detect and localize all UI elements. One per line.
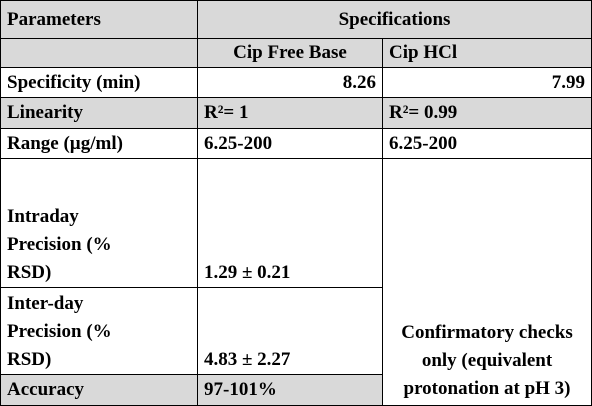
header-row: Parameters Specifications [0,0,592,39]
cell: 1.29 ± 0.21 [197,158,383,288]
cell: R²= 1 [197,97,383,129]
cell: Range (µg/ml) [0,128,198,159]
cell: 6.25-200 [197,128,383,159]
cell: 7.99 [381,67,592,98]
header-cell: Parameters [0,0,198,39]
cell: 6.25-200 [381,128,592,159]
row: Accuracy 97-101% [0,374,592,406]
empty-cell [0,38,198,68]
row: Linearity R²= 1 R²= 0.99 [0,97,592,129]
row: Inter-day Precision (% RSD) 4.83 ± 2.27 [0,287,592,375]
cell: Accuracy [0,374,198,406]
cell: 8.26 [197,67,383,98]
row: Specificity (min) 8.26 7.99 [0,67,592,98]
header-cell: Specifications [196,0,592,39]
subheader-cell: Cip HCl [381,38,592,68]
cell: Inter-day Precision (% RSD) [0,287,198,375]
cell: 97-101% [197,374,383,406]
cell: Confirmatory checks only (equivalent pro… [381,158,592,406]
cell: Linearity [0,97,198,129]
subheader-row: Cip Free Base Cip HCl [0,38,592,68]
cell: R²= 0.99 [381,97,592,129]
subheader-cell: Cip Free Base [197,38,383,68]
row: Intraday Precision (% RSD) 1.29 ± 0.21 C… [0,158,592,406]
row: Range (µg/ml) 6.25-200 6.25-200 [0,128,592,159]
cell: Intraday Precision (% RSD) [0,158,198,288]
cell: Specificity (min) [0,67,198,98]
cell: 4.83 ± 2.27 [197,287,383,375]
